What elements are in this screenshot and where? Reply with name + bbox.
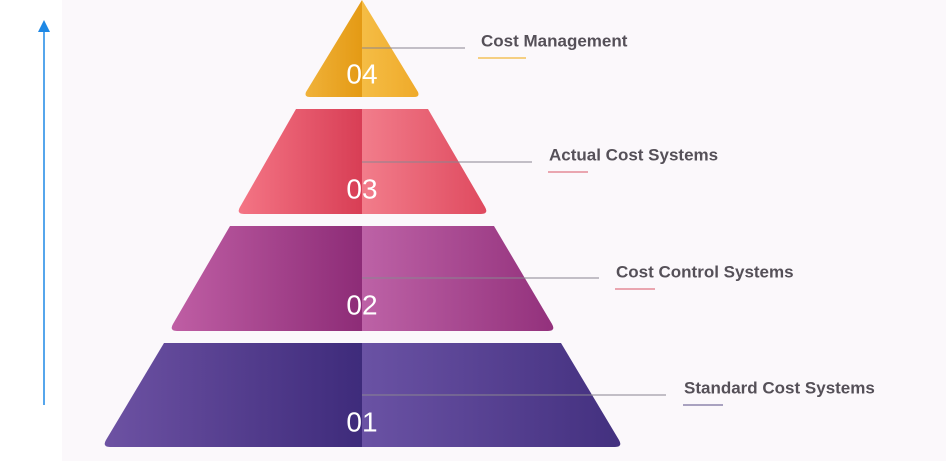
level-label: Cost Control Systems [616, 262, 794, 281]
level-4-left [305, 0, 362, 97]
level-2-left [171, 226, 362, 331]
level-label: Standard Cost Systems [684, 378, 875, 397]
level-number: 02 [346, 289, 377, 320]
level-number: 04 [346, 58, 377, 89]
level-label: Cost Management [481, 31, 628, 50]
level-number: 01 [346, 406, 377, 437]
level-3-left [238, 109, 362, 214]
arrow-head [38, 20, 50, 32]
level-number: 03 [346, 173, 377, 204]
level-label: Actual Cost Systems [549, 145, 718, 164]
level-1-left [104, 343, 363, 447]
